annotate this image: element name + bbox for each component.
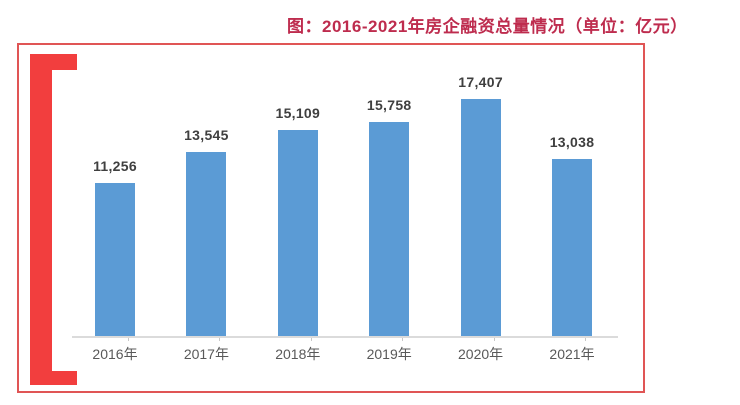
bar-value-label: 15,758 <box>366 97 412 113</box>
red-bracket-vertical <box>30 54 52 385</box>
x-axis-tick <box>128 338 129 341</box>
red-bracket-bottom-arm <box>30 371 77 385</box>
x-axis-tick <box>402 338 404 341</box>
bar-value-label: 13,038 <box>549 134 595 150</box>
bar <box>186 152 227 336</box>
bar <box>369 122 410 336</box>
bar-value-label: 17,407 <box>458 74 503 90</box>
x-axis-category-label: 2019年 <box>366 346 412 362</box>
bar-value-label: 15,109 <box>275 105 321 121</box>
bar-value-label: 13,545 <box>184 127 229 143</box>
red-frame-border <box>17 43 645 393</box>
red-bracket-top-arm <box>30 54 77 70</box>
x-axis-tick <box>310 338 312 341</box>
x-axis-line <box>72 336 618 338</box>
x-axis-category-label: 2021年 <box>549 346 595 362</box>
bar-value-label: 11,256 <box>93 158 137 174</box>
x-axis-tick <box>493 338 495 341</box>
x-axis-category-label: 2016年 <box>92 346 138 362</box>
bar <box>95 183 135 336</box>
chart-title: 图：2016-2021年房企融资总量情况（单位：亿元） <box>287 17 688 36</box>
bar <box>277 130 318 336</box>
x-axis-category-label: 2020年 <box>458 346 504 362</box>
x-axis-tick <box>219 338 221 341</box>
x-axis-tick <box>585 338 586 341</box>
bar <box>460 99 501 336</box>
x-axis-category-label: 2017年 <box>183 346 229 362</box>
bar <box>552 159 592 336</box>
x-axis-category-label: 2018年 <box>275 346 321 362</box>
